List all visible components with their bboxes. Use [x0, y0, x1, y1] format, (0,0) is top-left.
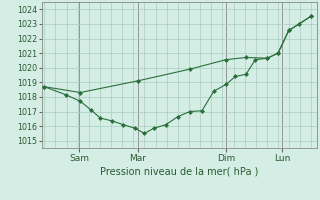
X-axis label: Pression niveau de la mer( hPa ): Pression niveau de la mer( hPa ) [100, 167, 258, 177]
